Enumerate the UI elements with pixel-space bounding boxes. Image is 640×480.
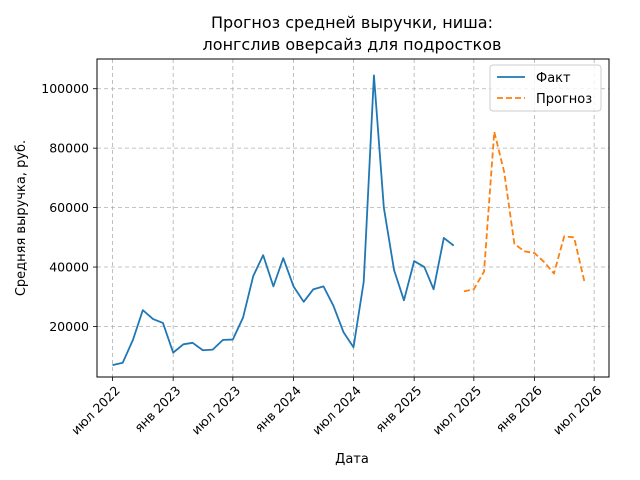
legend-label-forecast: Прогноз [536, 92, 592, 107]
y-tick-label: 80000 [49, 141, 89, 156]
legend: Факт Прогноз [489, 64, 602, 112]
y-tick-label: 20000 [49, 319, 89, 334]
legend-label-fact: Факт [536, 71, 571, 86]
y-tick-label: 100000 [41, 81, 89, 96]
chart-title-line-2: лонгслив оверсайз для подростков [203, 35, 502, 54]
y-axis-label: Средняя выручка, руб. [14, 140, 29, 296]
y-tick-label: 60000 [49, 200, 89, 215]
chart-title-line-1: Прогноз средней выручки, ниша: [211, 13, 493, 32]
plot-series [112, 74, 586, 366]
plot-frame [96, 58, 610, 378]
series-line-forecast [463, 130, 586, 293]
grid [97, 59, 609, 377]
y-tick-label: 40000 [49, 260, 89, 275]
series-line-fact [112, 74, 455, 366]
x-axis-label: Дата [335, 452, 369, 467]
